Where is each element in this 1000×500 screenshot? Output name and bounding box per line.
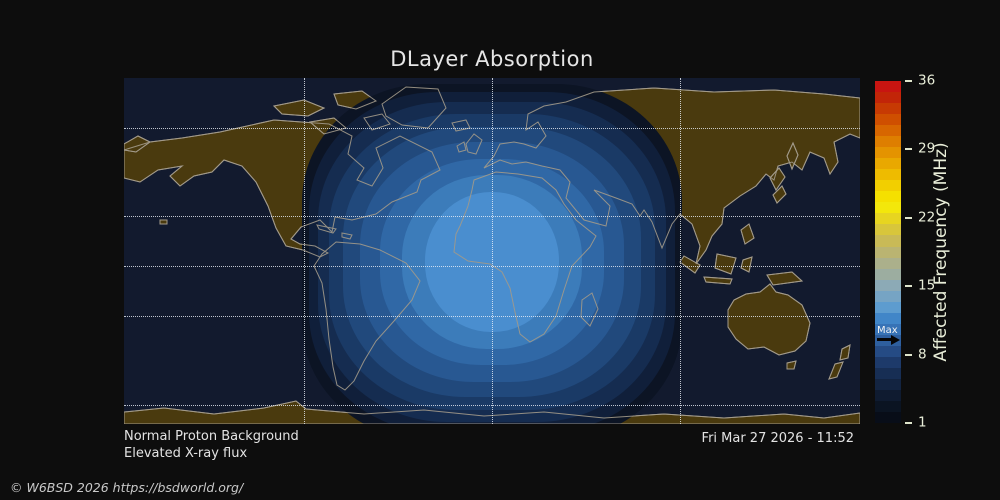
colorbar-segment [875,411,901,423]
colorbar-tick-label: 22 [918,209,936,226]
colorbar-tick [905,353,912,356]
colorbar-segment [875,257,901,269]
copyright-credit: © W6BSD 2026 https://bsdworld.org/ [10,480,244,495]
colorbar-tick-label: 8 [918,346,927,363]
colorbar-tick-label: 15 [918,277,936,294]
colorbar-segment [875,367,901,379]
colorbar-gradient [875,81,901,423]
colorbar-segment [875,400,901,412]
colorbar-axis-label: Affected Frequency (MHz) [931,142,951,362]
colorbar-segment [875,147,901,159]
colorbar-segment [875,268,901,280]
colorbar-segment [875,301,901,313]
colorbar-tick-label: 29 [918,140,936,157]
colorbar-segment [875,180,901,192]
colorbar-tick [905,285,912,288]
colorbar-segment [875,158,901,170]
colorbar-segment [875,224,901,236]
colorbar-segment [875,81,901,93]
colorbar-segment [875,125,901,137]
colorbar-ticks: 36 29 22 15 8 1 [901,73,961,431]
colorbar-segment [875,235,901,247]
colorbar-segment [875,246,901,258]
colorbar-tick-label: 36 [918,72,936,89]
annotation-xray-flux: Elevated X-ray flux [124,446,248,461]
colorbar-segment [875,191,901,203]
colorbar-segment [875,290,901,302]
colorbar-segment [875,334,901,346]
colorbar-segment [875,202,901,214]
colorbar-tick [905,80,912,82]
colorbar-segment [875,345,901,357]
colorbar-segment [875,389,901,401]
colorbar-segment [875,114,901,126]
colorbar-segment [875,136,901,148]
annotation-proton-background: Normal Proton Background [124,429,299,444]
colorbar-segment [875,169,901,181]
world-map [124,78,860,424]
timestamp: Fri Mar 27 2026 - 11:52 [701,431,854,446]
colorbar-tick [905,216,912,219]
colorbar-segment [875,312,901,324]
colorbar-tick [905,148,912,151]
coastline-overlay-layer [124,86,860,424]
chart-title: DLayer Absorption [390,47,594,71]
colorbar-tick [905,422,912,424]
colorbar-segment [875,92,901,104]
colorbar-segment [875,213,901,225]
colorbar-segment [875,323,901,335]
colorbar-tick-label: 1 [918,414,927,431]
colorbar-segment [875,103,901,115]
colorbar-segment [875,356,901,368]
colorbar-segment [875,378,901,390]
colorbar-segment [875,279,901,291]
